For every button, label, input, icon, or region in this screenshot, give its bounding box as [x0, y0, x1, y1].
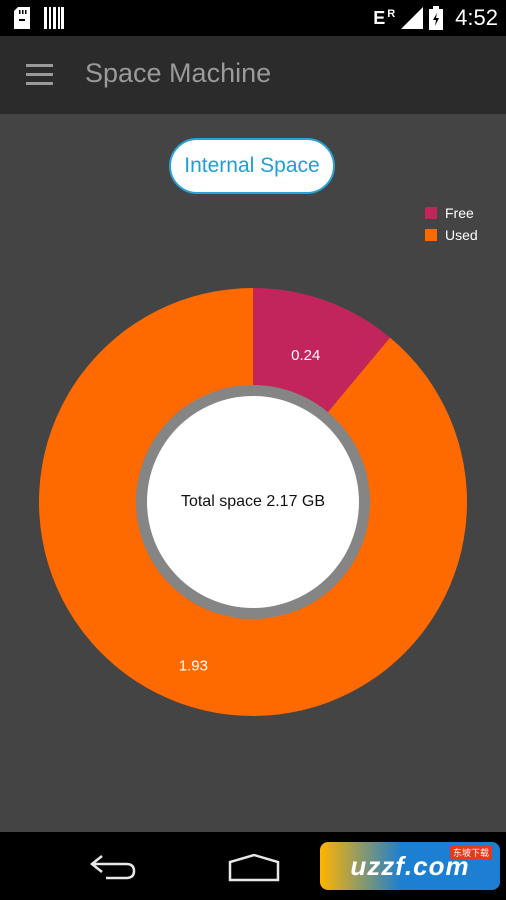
network-type-indicator: E [373, 7, 386, 28]
legend-item-used: Used [425, 224, 478, 246]
donut-slice-free[interactable] [253, 288, 391, 413]
battery-icon [429, 6, 444, 30]
app-title: Space Machine [85, 58, 272, 88]
storage-donut-chart: 0.24 1.93 Total space 2.17 GB [38, 288, 468, 716]
roaming-indicator: R [387, 8, 396, 20]
sd-card-icon [14, 7, 30, 29]
legend-item-free: Free [425, 202, 478, 224]
legend-label-used: Used [445, 227, 478, 243]
back-icon[interactable] [88, 852, 138, 882]
donut-value-label-free: 0.24 [291, 347, 320, 364]
barcode-icon [44, 7, 64, 29]
status-time: 4:52 [455, 5, 498, 30]
watermark-text: uzzf.com [350, 850, 470, 881]
status-bar: E R 4:52 [0, 0, 506, 36]
uzzf-watermark-logo: uzzf.com 东坡下载 [320, 842, 500, 890]
legend-label-free: Free [445, 205, 474, 221]
main-content: 0.24 1.93 Total space 2.17 GB Internal Spa… [0, 114, 506, 832]
app-bar: Space Machine [0, 36, 506, 114]
home-icon[interactable] [227, 852, 281, 882]
hamburger-menu-icon[interactable] [26, 64, 53, 86]
chart-legend: Free Used [425, 202, 478, 246]
donut-center [147, 396, 359, 608]
donut-value-label-used: 1.93 [179, 658, 208, 675]
signal-icon [401, 7, 424, 29]
legend-swatch-free [425, 207, 437, 219]
donut-slice-used[interactable] [38, 288, 468, 716]
legend-swatch-used [425, 229, 437, 241]
navigation-bar: uzzf.com 东坡下载 [0, 832, 506, 900]
donut-center-label: Total space 2.17 GB [181, 493, 325, 510]
storage-selector-button[interactable]: Internal Space [169, 138, 335, 194]
watermark-subtext: 东坡下载 [449, 845, 492, 860]
